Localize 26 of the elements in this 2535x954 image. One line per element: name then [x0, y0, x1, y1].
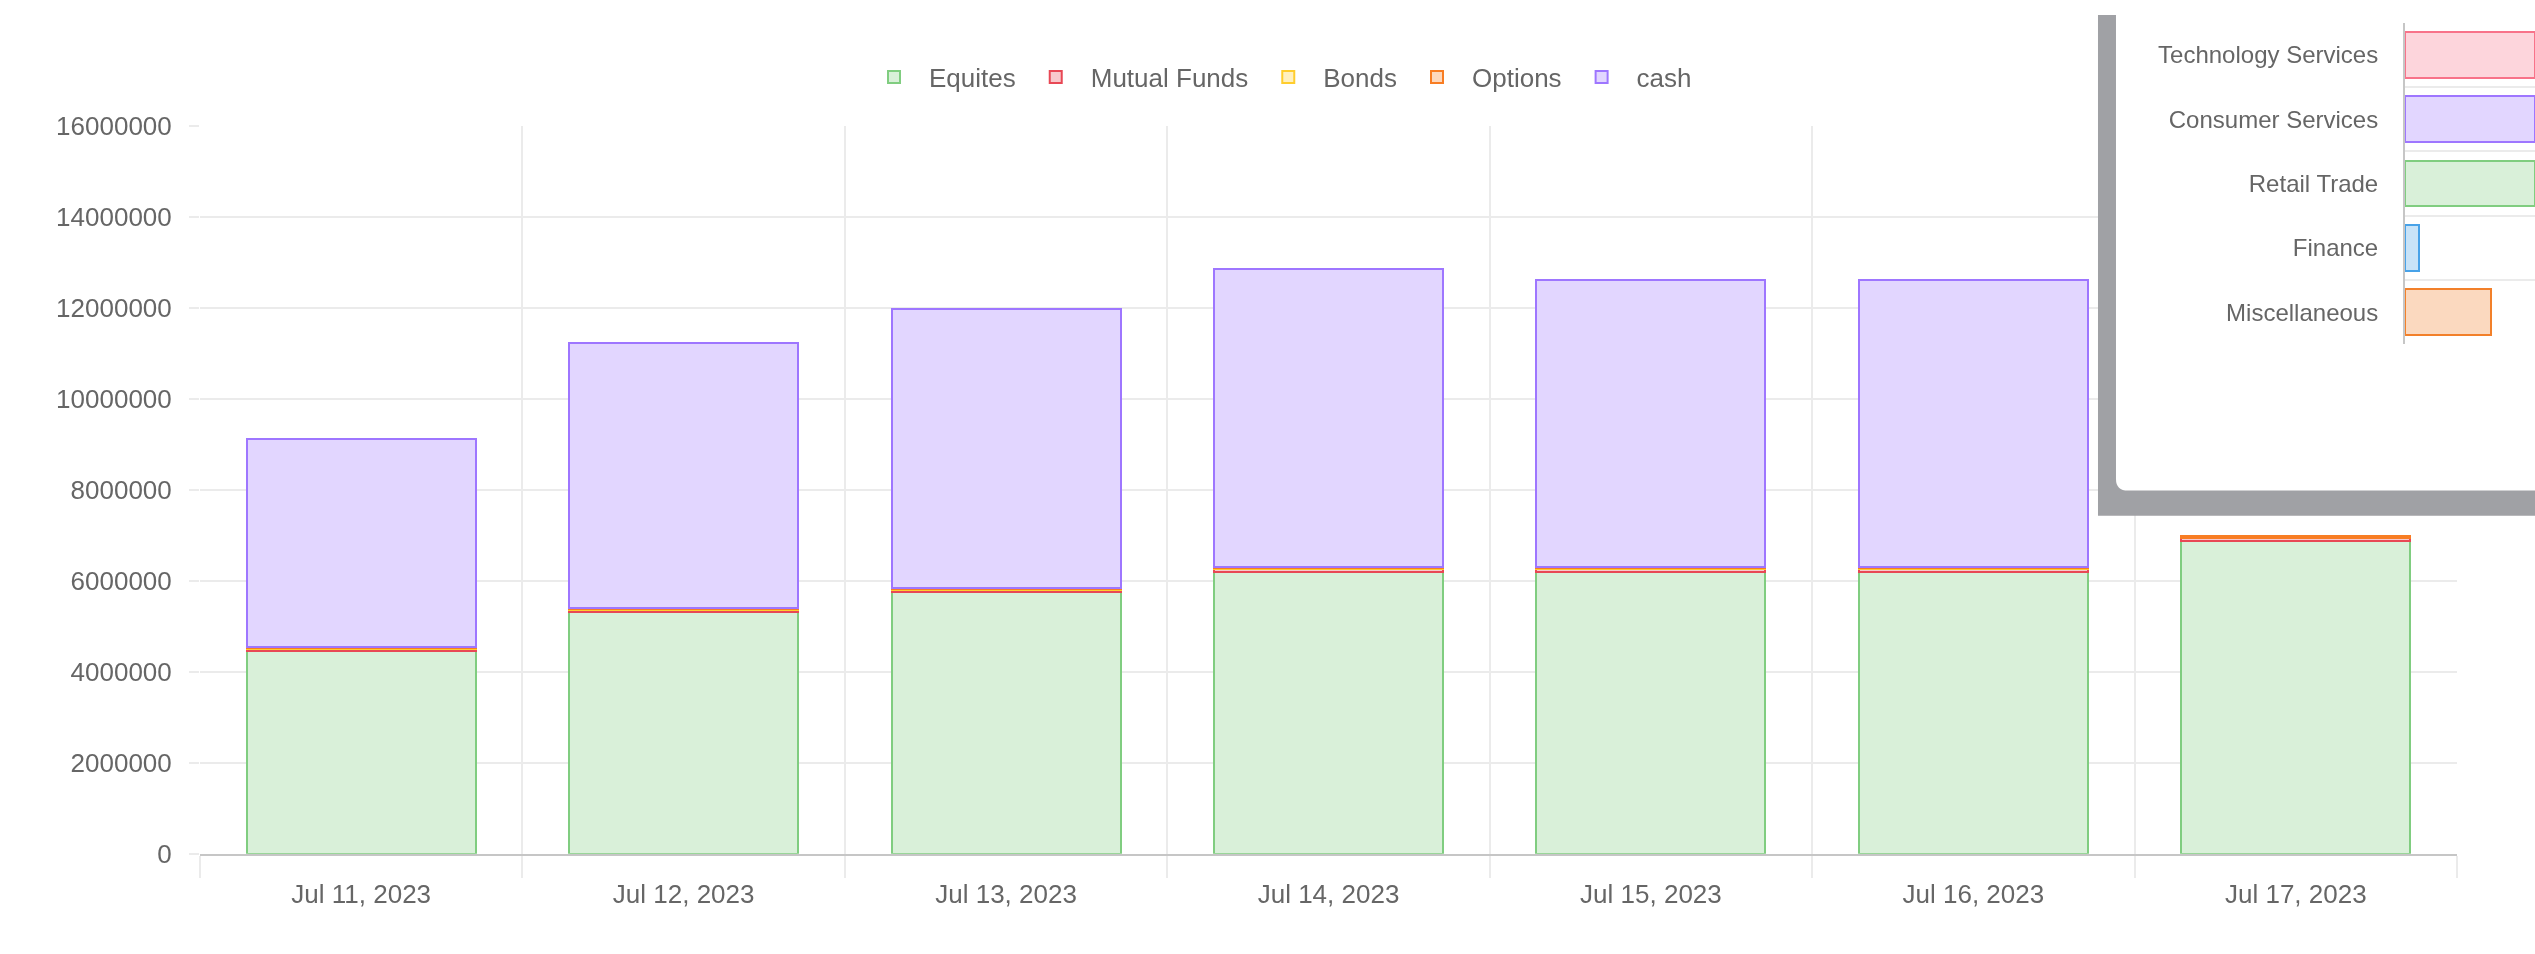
y-tick-label: 0 — [157, 838, 172, 869]
x-tick-label: Jul 14, 2023 — [1257, 878, 1400, 909]
x-tick-label: Jul 11, 2023 — [291, 878, 432, 909]
y-tick-label: 8000000 — [70, 474, 172, 505]
y-tick-label: 12000000 — [56, 292, 172, 323]
legend-label: Equites — [929, 63, 1016, 94]
legend-label: Options — [1472, 63, 1562, 94]
y-tick-label: Finance — [2292, 234, 2379, 262]
legend-label: Mutual Funds — [1090, 63, 1249, 94]
x-tick-label: Jul 17, 2023 — [2224, 878, 2367, 909]
legend-label: Bonds — [1323, 63, 1397, 94]
x-tick-label: Jul 13, 2023 — [935, 878, 1077, 909]
y-tick-label: 10000000 — [56, 383, 172, 414]
y-tick-label: 6000000 — [70, 565, 172, 596]
x-tick-label: Jul 12, 2023 — [612, 878, 755, 909]
y-tick-label: 16000000 — [56, 110, 172, 141]
y-tick-label: 14000000 — [56, 201, 172, 232]
y-tick-label: Consumer Services — [2168, 105, 2379, 133]
legend-label: cash — [1636, 63, 1692, 94]
x-tick-label: Jul 15, 2023 — [1580, 878, 1722, 909]
y-tick-label: 2000000 — [70, 747, 172, 778]
y-tick-label: 4000000 — [70, 656, 172, 687]
y-tick-label: Technology Services — [2158, 41, 2379, 69]
x-tick-label: Jul 16, 2023 — [1902, 878, 2045, 909]
y-tick-label: Miscellaneous — [2226, 298, 2379, 326]
y-tick-label: Retail Trade — [2248, 169, 2379, 197]
